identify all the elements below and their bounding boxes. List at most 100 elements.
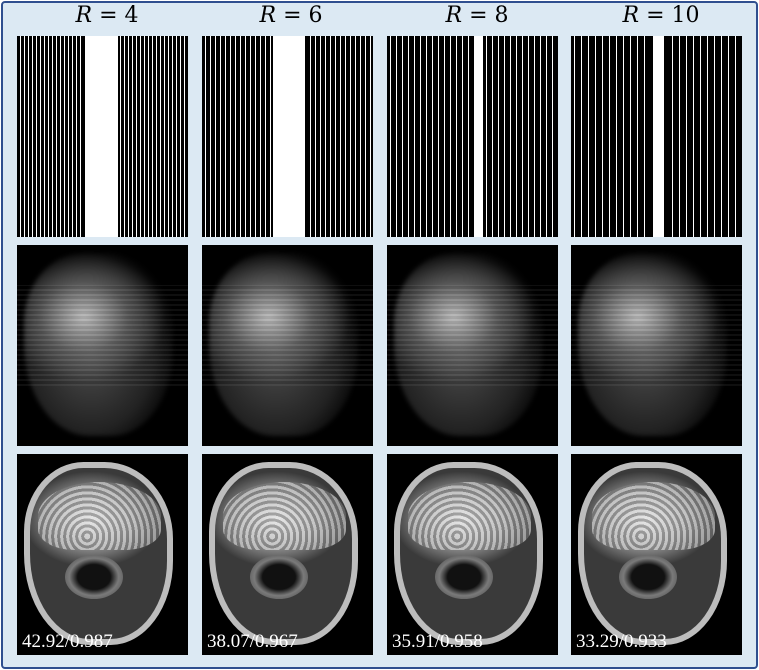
sampling-line bbox=[60, 36, 61, 237]
sampling-line bbox=[345, 36, 346, 237]
sampling-line bbox=[68, 36, 69, 237]
sampling-line bbox=[707, 36, 708, 237]
sampling-line bbox=[365, 36, 366, 237]
zero-filled-image-r8 bbox=[387, 245, 558, 446]
sampling-line bbox=[168, 36, 169, 237]
center-band bbox=[474, 36, 483, 237]
sampling-line bbox=[498, 36, 499, 237]
sampling-line bbox=[48, 36, 49, 237]
head-region bbox=[208, 253, 358, 436]
sampling-line bbox=[686, 36, 687, 237]
sampling-line bbox=[132, 36, 133, 237]
head-region bbox=[393, 253, 543, 436]
reconstruction-image-r6: 38.07/0.967 bbox=[202, 454, 373, 655]
sampling-line bbox=[602, 36, 603, 237]
sampling-line bbox=[522, 36, 523, 237]
head-region bbox=[23, 253, 173, 436]
sampling-line bbox=[735, 36, 736, 237]
sampling-line bbox=[714, 36, 715, 237]
sampling-line bbox=[180, 36, 181, 237]
center-band bbox=[85, 36, 118, 237]
reconstruction-image-r4: 42.92/0.987 bbox=[17, 454, 188, 655]
sampling-line bbox=[160, 36, 161, 237]
column-title-r4: R = 4 bbox=[75, 3, 139, 28]
sampling-line bbox=[504, 36, 505, 237]
brain-gyri bbox=[407, 482, 531, 551]
sampling-line bbox=[315, 36, 316, 237]
sampling-line bbox=[184, 36, 185, 237]
sampling-line bbox=[546, 36, 547, 237]
sampling-line bbox=[438, 36, 439, 237]
sampling-line bbox=[210, 36, 211, 237]
sampling-line bbox=[693, 36, 694, 237]
sampling-line bbox=[270, 36, 271, 237]
sampling-line bbox=[28, 36, 29, 237]
sampling-line bbox=[120, 36, 121, 237]
cerebellum-region bbox=[434, 554, 493, 599]
sampling-line bbox=[574, 36, 575, 237]
sampling-line bbox=[390, 36, 391, 237]
sampling-line bbox=[444, 36, 445, 237]
reconstruction-image-r10: 33.29/0.933 bbox=[571, 454, 742, 655]
sampling-line bbox=[402, 36, 403, 237]
sampling-line bbox=[124, 36, 125, 237]
sampling-line bbox=[250, 36, 251, 237]
head-region bbox=[577, 253, 727, 436]
zero-filled-image-r6 bbox=[202, 245, 373, 446]
sampling-line bbox=[552, 36, 553, 237]
psnr-ssim-label: 38.07/0.967 bbox=[207, 631, 298, 652]
sampling-line bbox=[136, 36, 137, 237]
sampling-line bbox=[468, 36, 469, 237]
sampling-line bbox=[44, 36, 45, 237]
sampling-line bbox=[492, 36, 493, 237]
sampling-line bbox=[164, 36, 165, 237]
center-band bbox=[273, 36, 305, 237]
sampling-line bbox=[235, 36, 236, 237]
sampling-line bbox=[432, 36, 433, 237]
sampling-line bbox=[172, 36, 173, 237]
sampling-line bbox=[630, 36, 631, 237]
sampling-line bbox=[335, 36, 336, 237]
sampling-line bbox=[340, 36, 341, 237]
sampling-line bbox=[205, 36, 206, 237]
sampling-line bbox=[64, 36, 65, 237]
aliasing-artifacts bbox=[17, 285, 188, 386]
sampling-line bbox=[20, 36, 21, 237]
sampling-line bbox=[396, 36, 397, 237]
sampling-line bbox=[128, 36, 129, 237]
sampling-line bbox=[52, 36, 53, 237]
sampling-line bbox=[148, 36, 149, 237]
sampling-line bbox=[462, 36, 463, 237]
sampling-line bbox=[265, 36, 266, 237]
aliasing-artifacts bbox=[387, 285, 558, 386]
sampling-mask-r6 bbox=[202, 36, 373, 237]
psnr-ssim-label: 42.92/0.987 bbox=[22, 631, 113, 652]
zero-filled-image-r4 bbox=[17, 245, 188, 446]
sampling-line bbox=[140, 36, 141, 237]
sampling-line bbox=[355, 36, 356, 237]
brain-gyri bbox=[222, 482, 346, 551]
sampling-line bbox=[32, 36, 33, 237]
sampling-line bbox=[230, 36, 231, 237]
sampling-mask-r8 bbox=[387, 36, 558, 237]
sampling-line bbox=[420, 36, 421, 237]
brain-gyri bbox=[37, 482, 161, 551]
sampling-line bbox=[330, 36, 331, 237]
sampling-line bbox=[450, 36, 451, 237]
sampling-line bbox=[637, 36, 638, 237]
sampling-line bbox=[540, 36, 541, 237]
sampling-line bbox=[350, 36, 351, 237]
sampling-line bbox=[24, 36, 25, 237]
sampling-line bbox=[728, 36, 729, 237]
sampling-line bbox=[220, 36, 221, 237]
sampling-line bbox=[510, 36, 511, 237]
sampling-line bbox=[325, 36, 326, 237]
aliasing-artifacts bbox=[202, 285, 373, 386]
sampling-line bbox=[426, 36, 427, 237]
sampling-line bbox=[456, 36, 457, 237]
sampling-line bbox=[616, 36, 617, 237]
sampling-line bbox=[644, 36, 645, 237]
sampling-line bbox=[360, 36, 361, 237]
sampling-line bbox=[595, 36, 596, 237]
sampling-line bbox=[609, 36, 610, 237]
